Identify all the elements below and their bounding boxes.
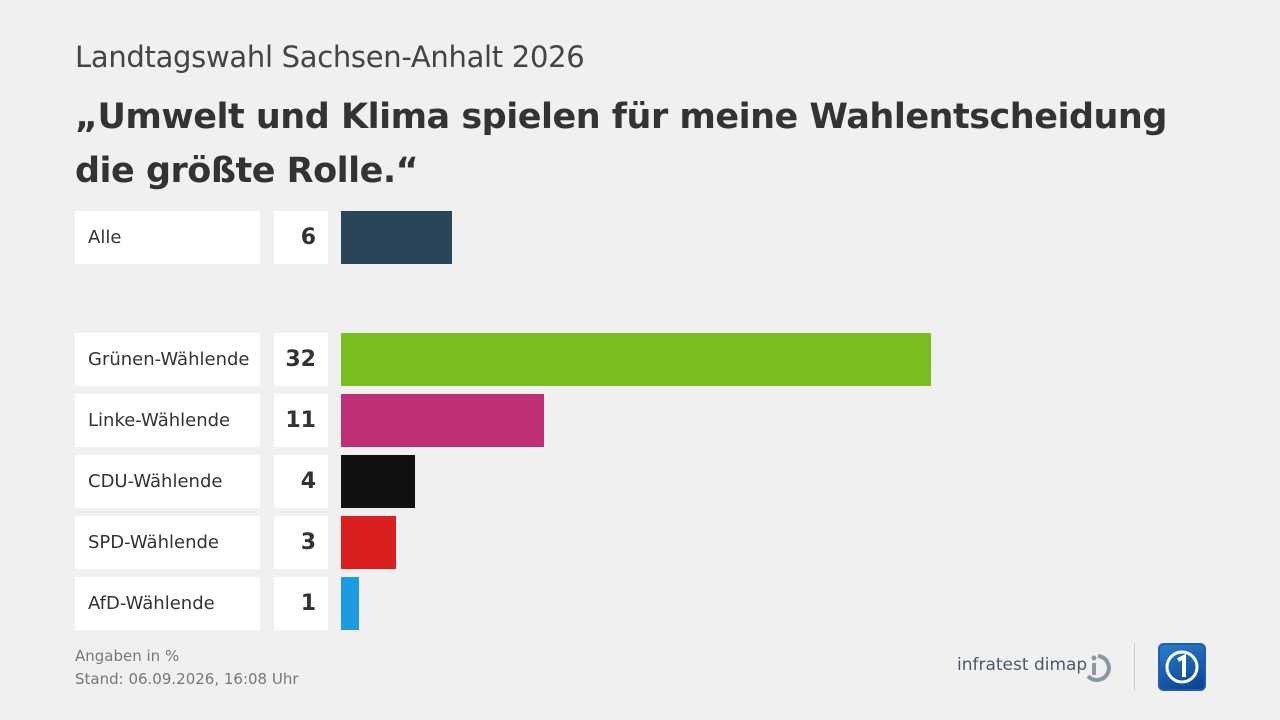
bar-linke	[341, 394, 544, 447]
infratest-dimap-logo-icon	[1081, 650, 1115, 686]
bar-alle	[341, 211, 452, 264]
brand-name: infratest dimap	[957, 655, 1088, 675]
category-label: CDU-Wählende	[75, 455, 260, 508]
value-label: 3	[274, 516, 328, 569]
bar-cdu	[341, 455, 415, 508]
date-note: Stand: 06.09.2026, 16:08 Uhr	[75, 670, 299, 688]
logo-divider	[1134, 643, 1135, 691]
category-label: Alle	[75, 211, 260, 264]
category-label: Linke-Wählende	[75, 394, 260, 447]
unit-note: Angaben in %	[75, 647, 180, 665]
chart-title: „Umwelt und Klima spielen für meine Wahl…	[75, 97, 1167, 191]
bar-gruene	[341, 333, 931, 386]
value-label: 11	[274, 394, 328, 447]
value-label: 4	[274, 455, 328, 508]
value-label: 1	[274, 577, 328, 630]
bar-spd	[341, 516, 397, 569]
ard-logo-icon	[1158, 643, 1206, 691]
category-label: SPD-Wählende	[75, 516, 260, 569]
bar-afd	[341, 577, 360, 630]
category-label: AfD-Wählende	[75, 577, 260, 630]
chart-supertitle: Landtagswahl Sachsen-Anhalt 2026	[75, 40, 585, 74]
category-label: Grünen-Wählende	[75, 333, 260, 386]
value-label: 32	[274, 333, 328, 386]
value-label: 6	[274, 211, 328, 264]
